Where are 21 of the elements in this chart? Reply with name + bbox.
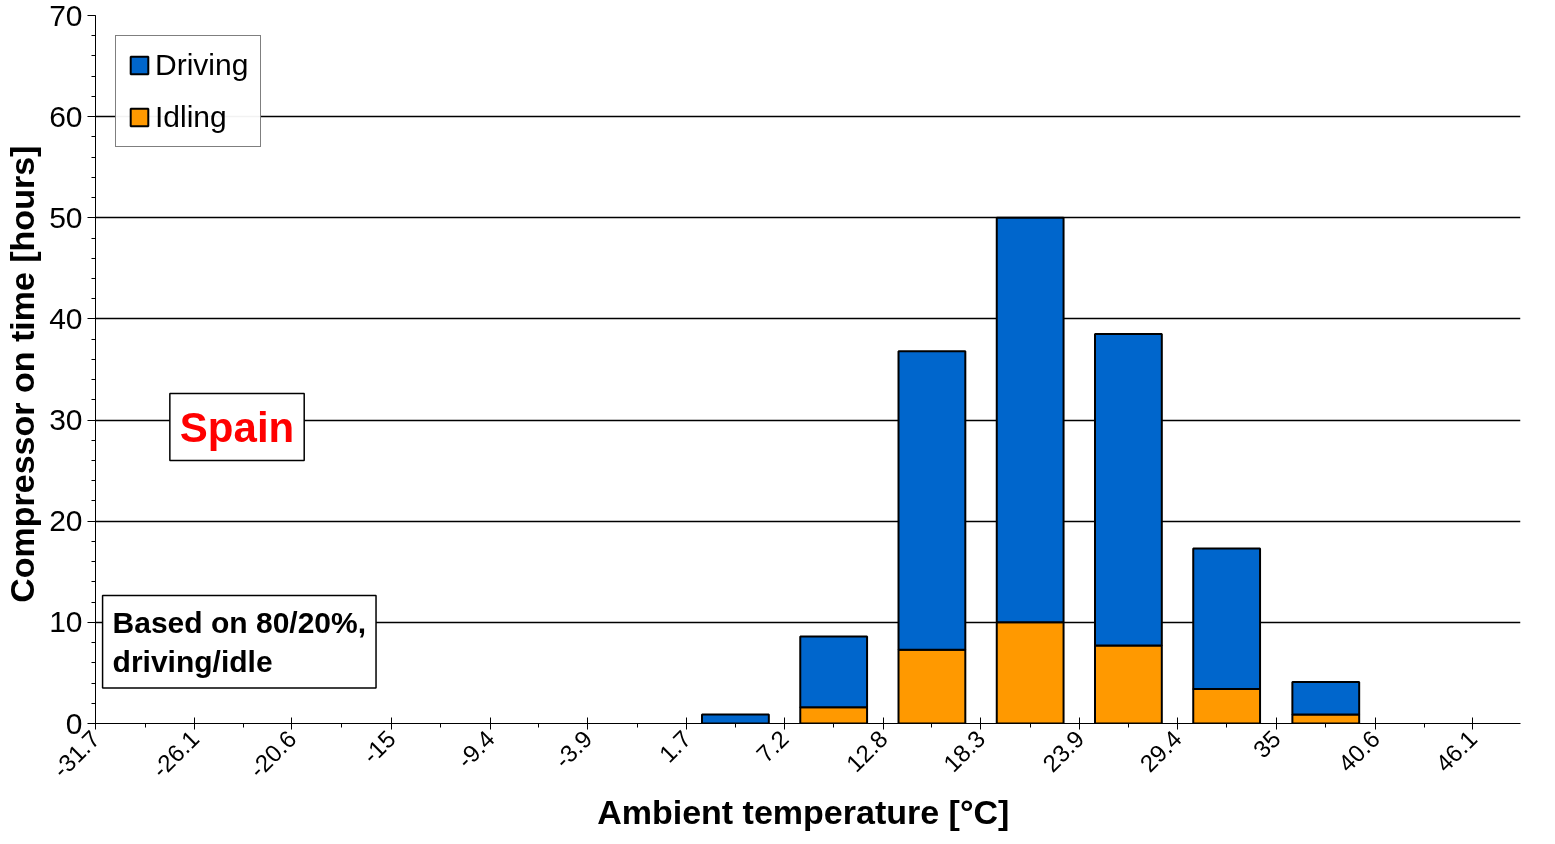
y-tick-label: 50: [49, 200, 83, 234]
y-tick-label: 30: [49, 403, 83, 437]
annotation: Spain: [179, 403, 295, 451]
x-axis-title: Ambient temperature [°C]: [597, 793, 1010, 832]
x-tick-label: 7.2: [750, 724, 794, 768]
x-tick-label: 46.1: [1430, 724, 1483, 778]
legend-label: Driving: [155, 48, 249, 82]
y-tick-label: 20: [49, 504, 83, 538]
y-axis-title: Compressor on time [hours]: [3, 145, 42, 603]
y-tick-label: 40: [49, 301, 83, 335]
annotation: Based on 80/20%, driving/idle: [112, 605, 367, 679]
x-tick-label: 1.7: [653, 724, 697, 768]
y-tick-label: 10: [49, 605, 83, 639]
legend-label: Idling: [155, 100, 227, 134]
y-tick-label: 70: [49, 0, 83, 32]
x-tick-label: -9.4: [451, 724, 500, 774]
x-tick-label: -3.9: [548, 724, 598, 774]
x-tick-label: -15: [357, 724, 401, 769]
x-tick-label: 40.6: [1332, 724, 1385, 778]
y-tick-label: 60: [49, 99, 83, 133]
x-tick-label: 35: [1247, 724, 1286, 763]
